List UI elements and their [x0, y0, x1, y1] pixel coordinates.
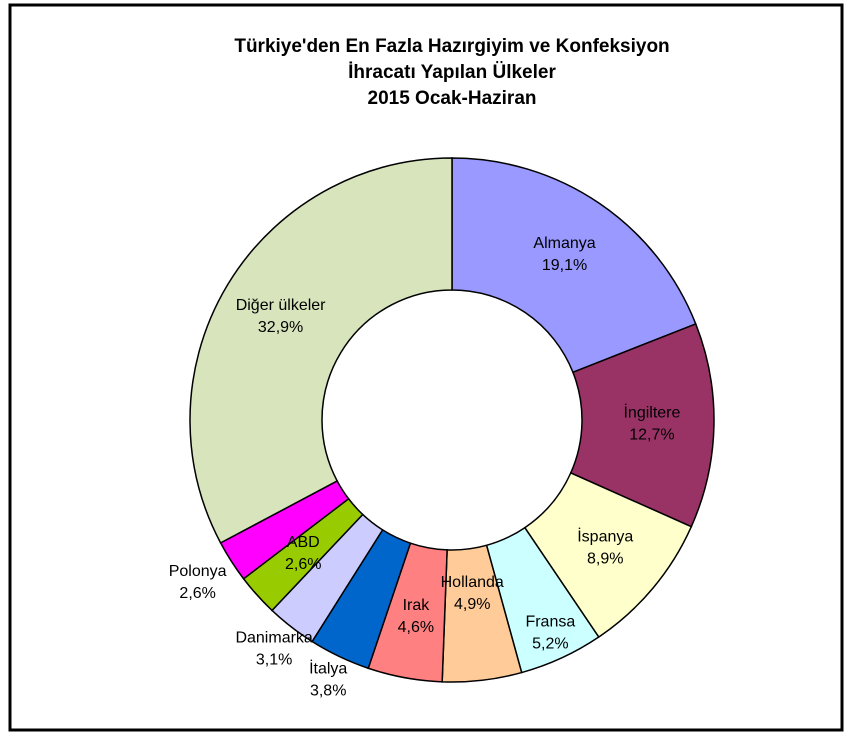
slice-label: Danimarka: [235, 629, 312, 646]
slice-value: 3,1%: [256, 651, 292, 668]
donut-slice: [569, 322, 715, 528]
slice-value: 4,6%: [398, 619, 434, 636]
slice-label: ABD: [287, 534, 320, 551]
chart-title: Türkiye'den En Fazla Hazırgiyim ve Konfe…: [234, 36, 669, 57]
slice-label: Almanya: [533, 235, 595, 252]
slice-label: Fransa: [525, 614, 575, 631]
slice-label: Irak: [403, 597, 431, 614]
chart-title: 2015 Ocak-Haziran: [368, 88, 537, 109]
slice-label: Diğer ülkeler: [236, 297, 326, 314]
slice-label: İtalya: [309, 658, 347, 677]
slice-value: 3,8%: [310, 682, 346, 699]
slice-value: 32,9%: [258, 319, 303, 336]
slice-value: 2,6%: [179, 585, 215, 602]
slice-value: 5,2%: [532, 636, 568, 653]
slice-value: 12,7%: [629, 427, 674, 444]
slice-label: İspanya: [577, 527, 633, 546]
slice-label: Polonya: [169, 563, 227, 580]
slice-label: Hollanda: [441, 574, 504, 591]
slice-value: 19,1%: [542, 257, 587, 274]
donut-slice: [189, 157, 453, 544]
slice-value: 8,9%: [587, 551, 623, 568]
donut-slice: [451, 157, 697, 374]
slice-value: 2,6%: [285, 556, 321, 573]
slice-label: İngiltere: [623, 403, 680, 422]
slice-value: 4,9%: [454, 596, 490, 613]
chart-title: İhracatı Yapılan Ülkeler: [348, 62, 556, 83]
